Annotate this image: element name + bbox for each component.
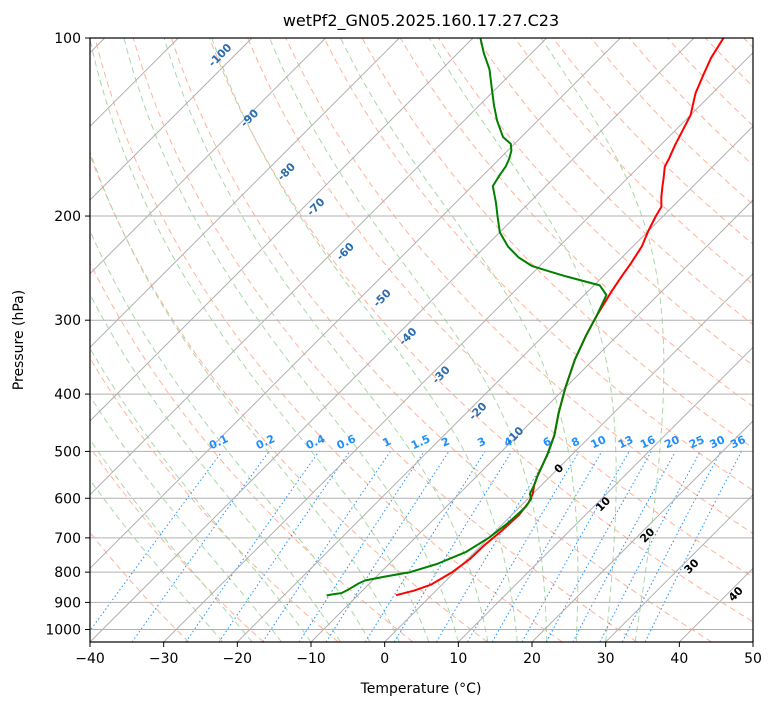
mixing-ratio-line [262, 451, 391, 642]
x-tick-label: 30 [597, 651, 615, 667]
mixing-ratio-line [621, 451, 722, 642]
mixing-ratio-label: 10 [589, 433, 609, 451]
dry-adiabat-line [247, 38, 753, 578]
y-axis-label: Pressure (hPa) [11, 290, 27, 390]
y-tick-label: 700 [54, 531, 81, 547]
y-tick-label: 900 [54, 595, 81, 611]
x-tick-label: −20 [223, 651, 253, 667]
moist-adiabat-line [428, 38, 617, 642]
mixing-ratio-line [218, 451, 351, 642]
moist-adiabat-line [339, 38, 579, 642]
isotherm-gridline [90, 38, 400, 349]
dry-adiabat-line [476, 38, 753, 326]
isotherm-gridline [90, 38, 621, 570]
mixing-ratio-line [185, 451, 320, 642]
moist-adiabat-line [90, 229, 371, 642]
mixing-ratio-label: 13 [616, 433, 635, 451]
mixing-ratio-line [545, 451, 652, 642]
moist-adiabat-line [540, 38, 665, 642]
y-tick-label: 600 [54, 491, 81, 507]
profile-series [326, 38, 725, 597]
mixing-ratio-line [298, 451, 425, 642]
x-tick-label: 0 [380, 651, 389, 667]
x-tick-label: 40 [670, 651, 688, 667]
mixing-ratio-line [90, 451, 223, 632]
moist-adiabat-line [90, 293, 341, 642]
x-tick-label: −30 [149, 651, 179, 667]
plot-area [90, 38, 753, 642]
x-axis-ticks: −40 −30 −20 −10 0 10 20 30 40 50 [75, 642, 762, 667]
dry-adiabat-line [323, 38, 753, 492]
mixing-ratio-line [644, 451, 742, 642]
isotherm-gridline [163, 51, 753, 642]
y-tick-label: 1000 [45, 622, 81, 638]
y-tick-label: 300 [54, 313, 81, 329]
isotherm-gridline [90, 38, 548, 496]
dry-adiabat-line [285, 38, 753, 535]
isotherm-gridline [90, 38, 695, 642]
moist-adiabat-line [90, 479, 223, 642]
x-axis-label: Temperature (°C) [360, 681, 482, 697]
dry-adiabat-line [514, 38, 753, 285]
y-tick-label: 500 [54, 444, 81, 460]
dry-adiabat-line [132, 38, 638, 642]
moist-adiabat-line [163, 38, 489, 642]
grid-lines [90, 38, 753, 642]
isotherm-gridline [90, 38, 253, 201]
isotherm-gridline [236, 125, 753, 642]
chart-title: wetPf2_GN05.2025.160.17.27.C23 [283, 11, 559, 31]
x-tick-label: 20 [523, 651, 541, 667]
dry-adiabat-line [90, 446, 264, 642]
mixing-ratio-label: 20 [662, 433, 682, 451]
x-tick-label: −40 [75, 651, 105, 667]
isotherm-gridline [90, 38, 327, 275]
moist-adiabat-line [211, 38, 518, 642]
dewpoint-profile-line [326, 38, 608, 597]
mixing-ratio-label: 25 [687, 433, 706, 451]
y-axis-ticks: 100 200 300 400 500 600 700 800 900 1000 [45, 31, 90, 638]
plot-frame [89, 37, 754, 643]
isotherm-gridline [531, 420, 753, 642]
x-tick-label: −10 [296, 651, 326, 667]
mixing-ratio-line [325, 451, 450, 642]
y-tick-label: 800 [54, 565, 81, 581]
isotherm-gridline [310, 199, 753, 642]
y-tick-label: 100 [54, 31, 81, 47]
moist-adiabat-line [90, 395, 282, 642]
mixing-ratio-line [521, 451, 630, 642]
y-tick-label: 200 [54, 209, 81, 225]
mixing-ratio-label: 36 [728, 433, 748, 451]
moist-adiabat-line [269, 38, 548, 642]
x-tick-label: 50 [744, 651, 762, 667]
dry-adiabat-line [90, 261, 414, 642]
moist-adiabat-line [123, 38, 459, 642]
isotherm-gridline [384, 272, 753, 642]
moist-adiabat-line [90, 438, 253, 642]
x-tick-label: 10 [449, 651, 467, 667]
mixing-ratio-line [572, 451, 676, 642]
mixing-ratio-line [393, 451, 513, 642]
temperature-profile-line [395, 38, 725, 597]
isotherm-gridline [605, 493, 753, 642]
mixing-ratio-label: 16 [638, 433, 658, 451]
dry-adiabat-line [90, 357, 339, 642]
dry-adiabat-line [209, 38, 753, 623]
y-tick-label: 400 [54, 387, 81, 403]
moist-adiabat-line [90, 38, 430, 642]
mixing-ratio-label: 30 [708, 433, 728, 451]
isotherm-gridline [90, 38, 474, 422]
isotherm-gridline [457, 346, 753, 642]
dry-adiabat-line [94, 38, 563, 642]
dry-adiabat-line [170, 38, 712, 642]
